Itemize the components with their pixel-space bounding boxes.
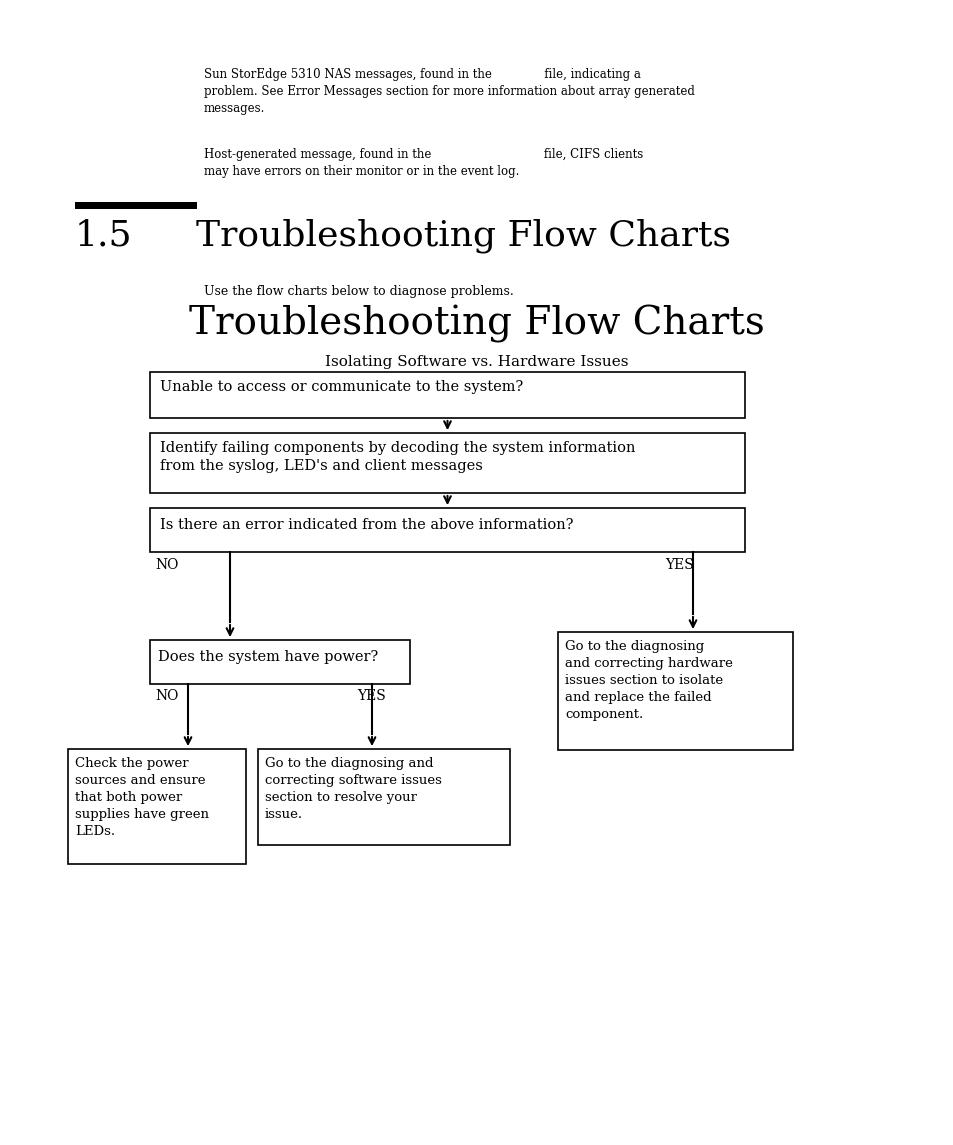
Text: Sun StorEdge 5310 NAS messages, found in the              file, indicating a
pro: Sun StorEdge 5310 NAS messages, found in…: [204, 68, 694, 114]
Text: Go to the diagnosing and
correcting software issues
section to resolve your
issu: Go to the diagnosing and correcting soft…: [265, 757, 441, 821]
Text: Does the system have power?: Does the system have power?: [158, 650, 377, 664]
Text: NO: NO: [154, 558, 178, 572]
Text: Use the flow charts below to diagnose problems.: Use the flow charts below to diagnose pr…: [204, 285, 514, 298]
Text: Identify failing components by decoding the system information
from the syslog, : Identify failing components by decoding …: [160, 441, 635, 473]
Text: Troubleshooting Flow Charts: Troubleshooting Flow Charts: [195, 218, 730, 253]
Text: Isolating Software vs. Hardware Issues: Isolating Software vs. Hardware Issues: [325, 355, 628, 369]
Text: Check the power
sources and ensure
that both power
supplies have green
LEDs.: Check the power sources and ensure that …: [75, 757, 209, 838]
Bar: [75, 202, 196, 210]
Bar: [150, 640, 410, 684]
Bar: [150, 508, 744, 552]
Bar: [68, 749, 246, 864]
Bar: [150, 433, 744, 493]
Text: Troubleshooting Flow Charts: Troubleshooting Flow Charts: [189, 305, 764, 343]
Text: Host-generated message, found in the                              file, CIFS cli: Host-generated message, found in the fil…: [204, 148, 642, 177]
Bar: [150, 372, 744, 418]
Text: Is there an error indicated from the above information?: Is there an error indicated from the abo…: [160, 518, 573, 532]
Text: NO: NO: [154, 689, 178, 703]
Text: Go to the diagnosing
and correcting hardware
issues section to isolate
and repla: Go to the diagnosing and correcting hard…: [564, 640, 732, 721]
Text: Unable to access or communicate to the system?: Unable to access or communicate to the s…: [160, 380, 522, 394]
Bar: [257, 749, 510, 845]
Text: YES: YES: [664, 558, 693, 572]
Text: 1.5: 1.5: [75, 218, 132, 252]
Text: YES: YES: [356, 689, 385, 703]
Bar: [558, 632, 792, 750]
